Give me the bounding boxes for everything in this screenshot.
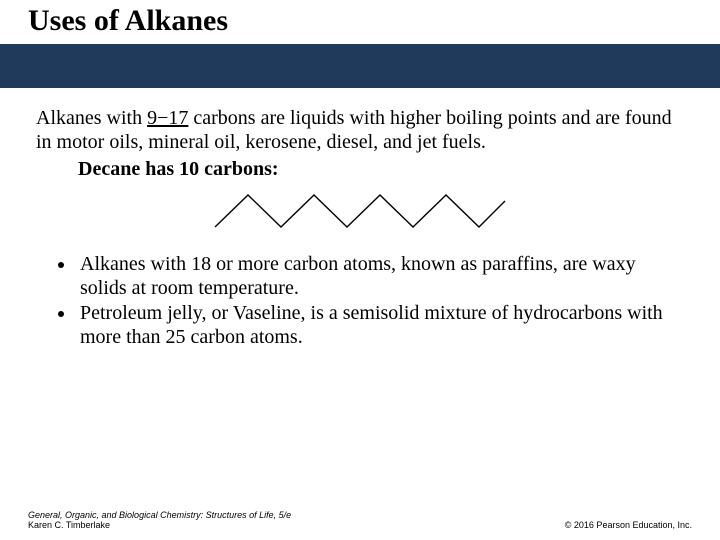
footer-book-title: General, Organic, and Biological Chemist… [28, 510, 291, 520]
bullet-list: Alkanes with 18 or more carbon atoms, kn… [36, 252, 684, 350]
decane-label: Decane has 10 carbons: [36, 158, 684, 181]
footer-left: General, Organic, and Biological Chemist… [28, 510, 291, 530]
decane-structure [36, 187, 684, 238]
footer-copyright: © 2016 Pearson Education, Inc. [565, 520, 692, 530]
list-item: Petroleum jelly, or Vaseline, is a semis… [76, 301, 684, 350]
content-area: Alkanes with 9−17 carbons are liquids wi… [0, 88, 720, 350]
list-item: Alkanes with 18 or more carbon atoms, kn… [76, 252, 684, 301]
header-band [0, 44, 720, 88]
zigzag-icon [210, 187, 510, 233]
carbon-range: 9−17 [147, 107, 188, 129]
title-area: Uses of Alkanes [0, 0, 720, 44]
intro-paragraph: Alkanes with 9−17 carbons are liquids wi… [36, 106, 684, 154]
slide-title: Uses of Alkanes [28, 4, 720, 38]
footer: General, Organic, and Biological Chemist… [0, 510, 720, 530]
footer-author: Karen C. Timberlake [28, 520, 291, 530]
para-pre: Alkanes with [36, 107, 147, 129]
